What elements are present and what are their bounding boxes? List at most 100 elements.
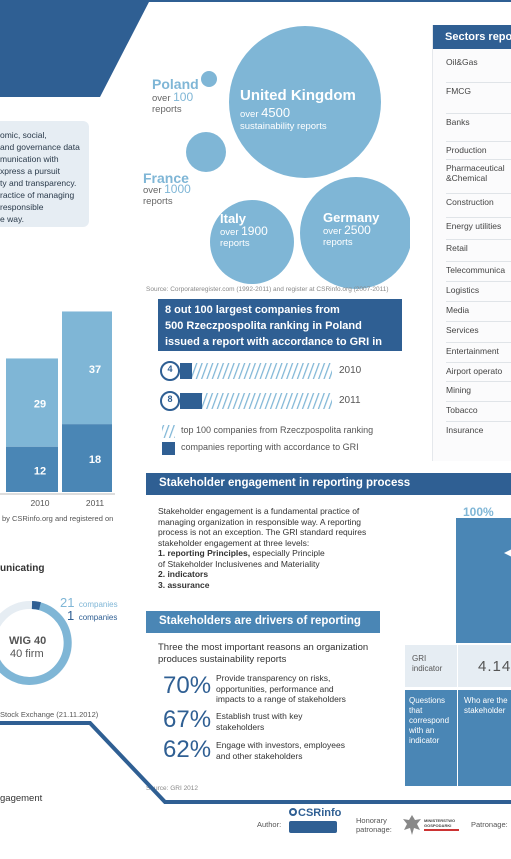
gri-questions: Questions that correspond with an indicator [405, 690, 457, 786]
driver-text: Provide transparency on risks, opportunit… [216, 673, 346, 704]
top-rule [0, 0, 511, 2]
bar-lower [6, 446, 58, 492]
bubble-france [186, 132, 226, 172]
wig-index: WIG 40 [9, 635, 47, 647]
gri-year-2011: 2011 [339, 395, 361, 406]
sectors-panel: Sectors repo [432, 25, 511, 461]
sector-divider [446, 82, 511, 83]
gri-count-2011: 8 [167, 394, 173, 404]
bar-category-label: 2010 [31, 498, 50, 508]
bar-upper [62, 311, 112, 425]
engagement-level-1: 1. reporting Principles, especially Prin… [158, 548, 325, 558]
sector-divider [446, 362, 511, 363]
drivers-intro: Three the most important reasons an orga… [158, 642, 368, 666]
growth-chart: 12 29 2010 18 37 2011 [0, 311, 115, 508]
growth-source: by CSRinfo.org and registered on [2, 514, 114, 523]
intro-box: omic, social, and governance data munica… [0, 121, 89, 227]
footer-patronage: Patronage: [471, 820, 508, 829]
sector-item: Energy utilities [446, 221, 502, 231]
sector-item: Entertainment [446, 346, 499, 356]
bar-lower-label: 18 [89, 454, 101, 466]
sector-divider [446, 113, 511, 114]
sector-item: Airport operato [446, 366, 503, 376]
bubble-italy [210, 200, 294, 284]
wig-stat-1: 21 companies [60, 595, 118, 610]
sector-divider [446, 301, 511, 302]
gri-rows [160, 361, 332, 455]
csrinfo-logo: CSRinfo [289, 807, 341, 837]
country-name: Germany [323, 210, 380, 225]
sector-divider [446, 421, 511, 422]
intro-line: xpress a pursuit [0, 166, 60, 176]
sectors-title: Sectors repo [433, 25, 511, 49]
bar-lower [62, 424, 112, 492]
map-source: Source: Corporateregister.com (1992-2011… [146, 286, 389, 293]
sector-item: Pharmaceutical &Chemical [446, 163, 505, 183]
wig-stat-2: 1 companies [67, 608, 118, 623]
bubble-uk [229, 26, 381, 178]
sector-item: Production [446, 145, 487, 155]
gri-panel-column [456, 518, 511, 643]
driver-text: Establish trust with key stakeholders [216, 711, 303, 732]
country-figure: over 2500 reports [323, 223, 371, 248]
communicating-label: unicating [0, 563, 45, 574]
gri-legend-gri: companies reporting with accordance to G… [181, 442, 359, 452]
drivers-source: Source: GRI 2012 [146, 785, 199, 792]
ministry-logo: MINISTERSTWO GOSPODARKI [424, 818, 459, 831]
country-figure: over 100 reports [152, 90, 194, 115]
sector-item: Insurance [446, 425, 484, 435]
sector-divider [446, 141, 511, 142]
sector-divider [446, 217, 511, 218]
header-decoration [0, 0, 150, 97]
bar-upper-label: 37 [89, 364, 101, 376]
sector-item: Tobacco [446, 405, 478, 415]
sector-item: Logistics [446, 285, 480, 295]
bottom-line [0, 721, 511, 804]
sector-item: Telecommunica [446, 265, 506, 275]
gri-indicator-label: GRI indicator [405, 645, 457, 687]
country-name: France [143, 170, 189, 186]
country-name: Poland [152, 76, 199, 92]
gri-legend-total: top 100 companies from Rzeczpospolita ra… [181, 425, 374, 435]
gri-who: Who are the stakeholder [458, 690, 511, 786]
country-figure: over 1000 reports [143, 182, 191, 207]
engagement-line: process is not an exception. The GRI sta… [158, 527, 367, 537]
gri-panel-pct: 100% [463, 505, 494, 519]
driver-pct: 67% [163, 706, 212, 733]
gri-title-line: 500 Rzeczpospolita ranking in Poland [165, 320, 362, 332]
bubble-poland [201, 71, 217, 87]
sector-divider [446, 342, 511, 343]
sector-divider [446, 321, 511, 322]
driver-pct: 70% [163, 672, 212, 699]
country-figure: over 1900 reports [220, 224, 268, 249]
bar-category-label: 2011 [86, 498, 105, 508]
engagement-text: Stakeholder engagement is a fundamental … [158, 506, 398, 590]
sector-divider [446, 381, 511, 382]
country-name: United Kingdom [240, 87, 356, 104]
intro-line: ractice of managing [0, 190, 75, 200]
sector-item: Services [446, 325, 479, 335]
bar-upper [6, 358, 58, 447]
footer-author-label: Author: [257, 820, 282, 829]
sector-item: Oil&Gas [446, 57, 478, 67]
intro-line: e way. [0, 214, 24, 224]
sector-item: Banks [446, 117, 470, 127]
gri-bar-total [180, 363, 332, 379]
gri-count-2010: 4 [167, 364, 173, 374]
sector-divider [446, 261, 511, 262]
wig-donut [0, 601, 72, 685]
drivers-intro-line: produces sustainability reports [158, 654, 287, 665]
sector-item: Mining [446, 385, 472, 395]
intro-line: omic, social, [0, 130, 47, 140]
gri-bar-2011 [180, 393, 202, 409]
sector-divider [446, 159, 511, 160]
sector-divider [446, 239, 511, 240]
gri-bar-2010 [180, 363, 192, 379]
sector-divider [446, 281, 511, 282]
engagement-level-3: 3. assurance [158, 579, 210, 590]
gri-title-box: 8 out 100 largest companies from 500 Rze… [158, 299, 402, 364]
intro-line: and governance data [0, 142, 80, 152]
intro-line: responsible [0, 202, 44, 212]
engagement-line: managing organization in responsible way… [158, 516, 362, 527]
gri-title-line: 8 out 100 largest companies from [165, 304, 340, 316]
